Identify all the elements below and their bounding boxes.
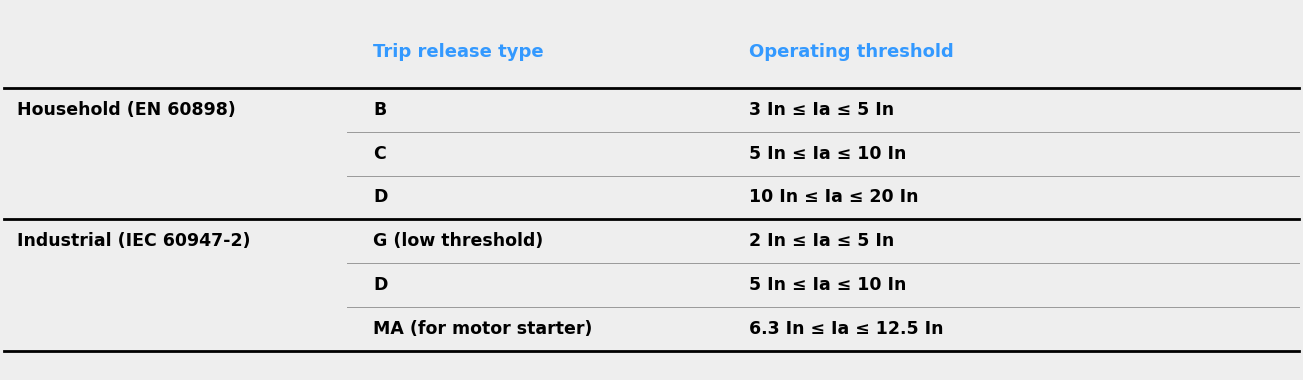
- Text: 3 In ≤ Ia ≤ 5 In: 3 In ≤ Ia ≤ 5 In: [749, 101, 894, 119]
- Text: 10 In ≤ Ia ≤ 20 In: 10 In ≤ Ia ≤ 20 In: [749, 188, 919, 206]
- Text: 6.3 In ≤ Ia ≤ 12.5 In: 6.3 In ≤ Ia ≤ 12.5 In: [749, 320, 943, 338]
- Text: B: B: [373, 101, 387, 119]
- Text: Trip release type: Trip release type: [373, 43, 543, 62]
- Text: Industrial (IEC 60947-2): Industrial (IEC 60947-2): [17, 232, 250, 250]
- Text: G (low threshold): G (low threshold): [373, 232, 543, 250]
- Text: 5 In ≤ Ia ≤ 10 In: 5 In ≤ Ia ≤ 10 In: [749, 144, 906, 163]
- Text: Operating threshold: Operating threshold: [749, 43, 954, 62]
- Text: D: D: [373, 276, 387, 294]
- Text: D: D: [373, 188, 387, 206]
- Text: C: C: [373, 144, 386, 163]
- Text: Household (EN 60898): Household (EN 60898): [17, 101, 236, 119]
- Text: 2 In ≤ Ia ≤ 5 In: 2 In ≤ Ia ≤ 5 In: [749, 232, 894, 250]
- Text: MA (for motor starter): MA (for motor starter): [373, 320, 593, 338]
- Text: 5 In ≤ Ia ≤ 10 In: 5 In ≤ Ia ≤ 10 In: [749, 276, 906, 294]
